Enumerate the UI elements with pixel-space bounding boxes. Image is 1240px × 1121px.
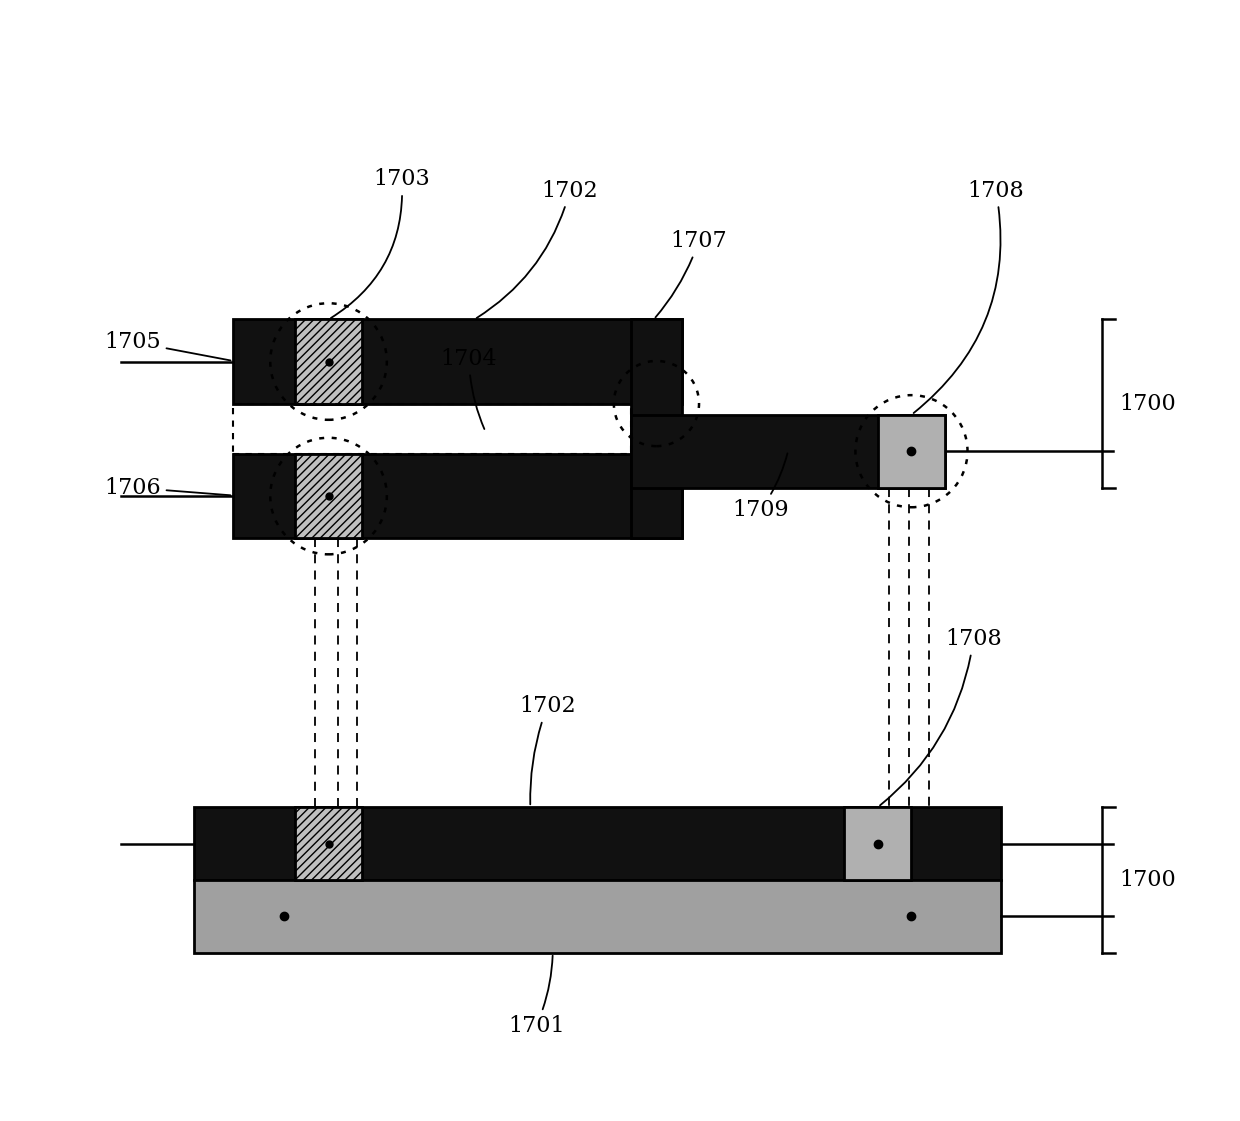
Text: 1706: 1706 xyxy=(104,476,231,499)
Text: 1708: 1708 xyxy=(880,628,1002,805)
Bar xyxy=(844,807,911,880)
Text: 1703: 1703 xyxy=(331,168,430,318)
Text: 1701: 1701 xyxy=(508,955,564,1037)
Text: 1707: 1707 xyxy=(656,230,727,317)
Text: 1705: 1705 xyxy=(104,331,231,361)
Bar xyxy=(631,319,682,538)
Text: 1708: 1708 xyxy=(914,179,1024,413)
Text: 1704: 1704 xyxy=(440,348,497,429)
Bar xyxy=(233,454,682,538)
Text: 1700: 1700 xyxy=(1118,392,1176,415)
Text: 1709: 1709 xyxy=(732,453,789,521)
Bar xyxy=(295,454,362,538)
Bar xyxy=(295,319,362,404)
Bar xyxy=(631,415,945,488)
Bar xyxy=(295,807,362,880)
Bar xyxy=(233,319,682,404)
Bar xyxy=(878,415,945,488)
Bar xyxy=(233,404,631,454)
Bar xyxy=(193,880,1001,953)
Text: 1700: 1700 xyxy=(1118,869,1176,891)
Bar xyxy=(233,404,631,454)
Bar xyxy=(193,807,1001,880)
Text: 1702: 1702 xyxy=(520,695,575,805)
Text: 1702: 1702 xyxy=(476,179,598,318)
